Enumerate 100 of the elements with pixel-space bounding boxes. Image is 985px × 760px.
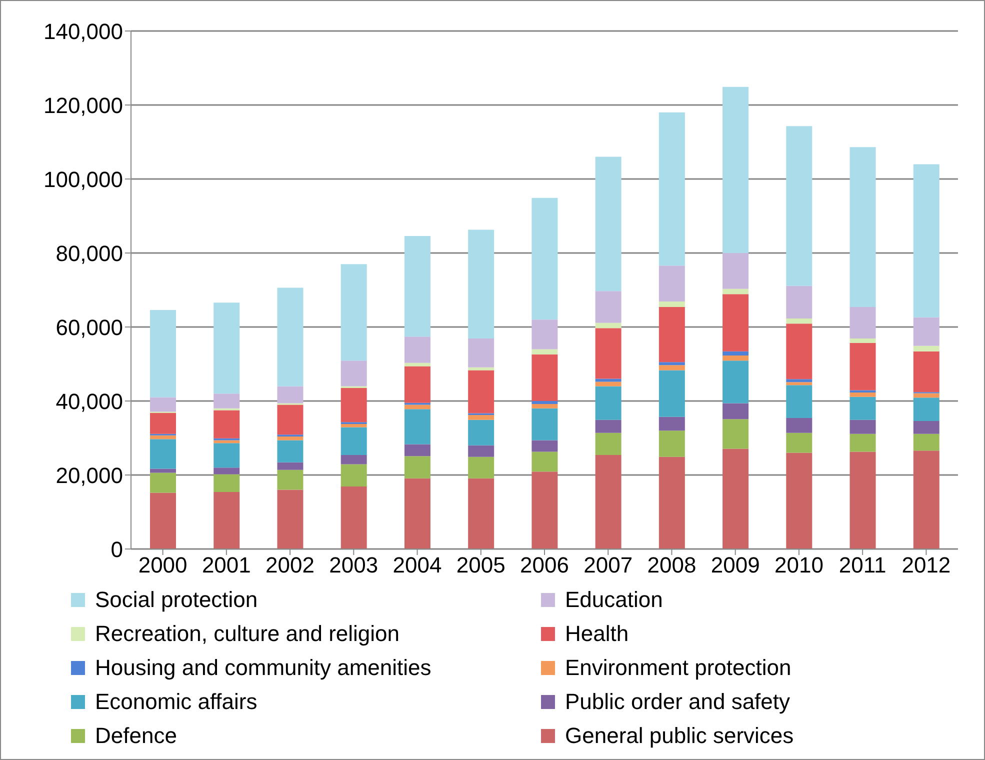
- bar: [277, 288, 304, 386]
- bar: [786, 452, 812, 549]
- bar: [214, 394, 240, 408]
- bar: [722, 403, 749, 420]
- x-tick-label: 2009: [710, 552, 760, 578]
- bar: [850, 452, 876, 549]
- y-tick-label: 80,000: [56, 240, 123, 266]
- bar: [150, 468, 176, 473]
- bar: [532, 354, 558, 401]
- bar: [150, 310, 176, 398]
- bar: [595, 291, 622, 323]
- bar: [658, 112, 685, 266]
- bar: [404, 236, 430, 337]
- bar: [850, 434, 876, 452]
- bar: [913, 420, 940, 434]
- x-tick-label: 2008: [647, 552, 696, 578]
- bar: [913, 317, 940, 346]
- bar: [786, 324, 812, 380]
- bar: [150, 472, 176, 493]
- bar: [340, 424, 367, 428]
- bar: [913, 398, 940, 421]
- x-tick-label: 2002: [266, 552, 315, 578]
- bar: [595, 382, 622, 386]
- bar: [786, 379, 812, 382]
- bar: [595, 432, 622, 456]
- bar: [532, 408, 558, 440]
- x-tick-label: 2012: [902, 552, 951, 578]
- bar: [404, 362, 430, 366]
- bar: [532, 452, 558, 472]
- bar: [340, 388, 367, 422]
- x-tick-label: 2004: [392, 552, 442, 578]
- bar: [722, 419, 749, 449]
- bar: [913, 164, 940, 318]
- x-tick-label: 2005: [456, 552, 506, 578]
- bar: [850, 396, 876, 420]
- legend-label: Social protection: [95, 587, 258, 613]
- bar: [595, 420, 622, 433]
- bar: [913, 450, 940, 549]
- bar: [658, 456, 685, 549]
- y-tick-label: 100,000: [43, 166, 123, 192]
- bar: [786, 286, 812, 318]
- bar: [277, 470, 304, 490]
- y-tick-label: 140,000: [43, 18, 123, 44]
- legend-label: Economic affairs: [95, 689, 258, 715]
- bar: [150, 492, 176, 549]
- x-tick-label: 2011: [838, 552, 886, 578]
- bar: [532, 440, 558, 452]
- bar: [532, 198, 558, 320]
- bar: [658, 365, 685, 370]
- bar: [722, 288, 749, 294]
- bar: [850, 147, 876, 308]
- bar: [340, 427, 367, 456]
- bar: [658, 301, 685, 308]
- legend-label: Defence: [95, 723, 177, 749]
- bar: [404, 404, 430, 410]
- legend-label: Recreation, culture and religion: [95, 621, 400, 647]
- legend-label: Public order and safety: [565, 689, 790, 715]
- bar: [786, 382, 812, 386]
- y-tick-label: 120,000: [43, 92, 123, 118]
- y-tick-label: 60,000: [56, 314, 123, 340]
- bar: [214, 474, 240, 492]
- bar: [214, 440, 240, 444]
- bar: [786, 318, 812, 324]
- bar: [340, 486, 367, 549]
- bar: [150, 397, 176, 412]
- bar: [722, 448, 749, 549]
- bar: [532, 472, 558, 549]
- bar: [913, 346, 940, 352]
- bar: [532, 404, 558, 408]
- bar: [340, 360, 367, 386]
- bar: [404, 478, 430, 549]
- bar: [214, 410, 240, 438]
- bar: [722, 355, 749, 361]
- bar: [277, 440, 304, 462]
- bar: [595, 156, 622, 292]
- bar: [850, 420, 876, 434]
- bar: [532, 320, 558, 350]
- bar: [913, 434, 940, 451]
- bar: [277, 436, 304, 440]
- bar: [214, 492, 240, 549]
- bar: [722, 294, 749, 352]
- bar: [658, 430, 685, 457]
- x-tick-label: 2006: [520, 552, 569, 578]
- bar: [150, 439, 176, 469]
- bar: [468, 478, 494, 549]
- bar: [468, 338, 494, 368]
- bar: [277, 490, 304, 549]
- bar: [468, 456, 494, 478]
- bar: [595, 455, 622, 549]
- bar: [595, 322, 622, 328]
- bar: [913, 351, 940, 392]
- bar: [340, 464, 367, 486]
- bar: [658, 362, 685, 366]
- bar: [850, 307, 876, 338]
- bar: [658, 266, 685, 302]
- y-tick-label: 0: [110, 536, 123, 562]
- x-tick-label: 2003: [329, 552, 378, 578]
- bar: [468, 445, 494, 457]
- x-tick-label: 2001: [202, 552, 251, 578]
- bar: [277, 462, 304, 470]
